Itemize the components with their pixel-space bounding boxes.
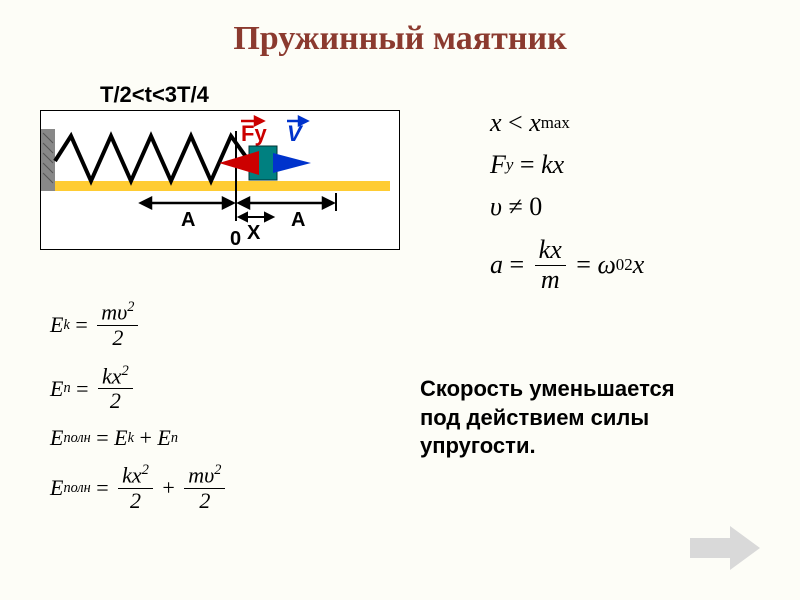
eq-Ek: Ek = mυ2 2 xyxy=(50,300,229,350)
eq-Fy-kx: Fу = kx xyxy=(490,152,644,178)
eq-Efull-sum: Eполн = Ek + En xyxy=(50,427,229,449)
eq-v-neq-0: υ ≠ 0 xyxy=(490,194,644,220)
next-arrow-button[interactable] xyxy=(690,526,760,570)
velocity-arrow xyxy=(273,153,311,173)
eq-a: a = kx m = ω02x xyxy=(490,236,644,294)
eq-En: En = kx2 2 xyxy=(50,364,229,414)
amplitude-left xyxy=(141,198,233,208)
equations-right: x < xmax Fу = kx υ ≠ 0 a = kx m = ω02x xyxy=(490,110,644,310)
amplitude-right xyxy=(239,198,333,208)
description-text: Скорость уменьшается под действием силы … xyxy=(420,375,740,461)
label-A-left: A xyxy=(181,209,195,231)
equations-left: Ek = mυ2 2 En = kx2 2 Eполн = Ek + En Eп… xyxy=(50,300,229,527)
spring-diagram: A A 0 X Fу V xyxy=(40,110,400,250)
time-range-label: T/2<t<3T/4 xyxy=(100,82,209,108)
eq-x-lt-xmax: x < xmax xyxy=(490,110,644,136)
eq-Efull-expr: Eполн = kx2 2 + mυ2 2 xyxy=(50,463,229,513)
arrow-right-icon xyxy=(690,526,760,570)
spring xyxy=(55,136,249,181)
label-A-right: A xyxy=(291,209,305,231)
label-X: X xyxy=(247,222,261,244)
label-zero: 0 xyxy=(230,228,241,250)
page-title: Пружинный маятник xyxy=(0,20,800,58)
x-offset xyxy=(239,213,273,221)
force-arrow xyxy=(219,151,259,175)
track xyxy=(55,181,390,191)
